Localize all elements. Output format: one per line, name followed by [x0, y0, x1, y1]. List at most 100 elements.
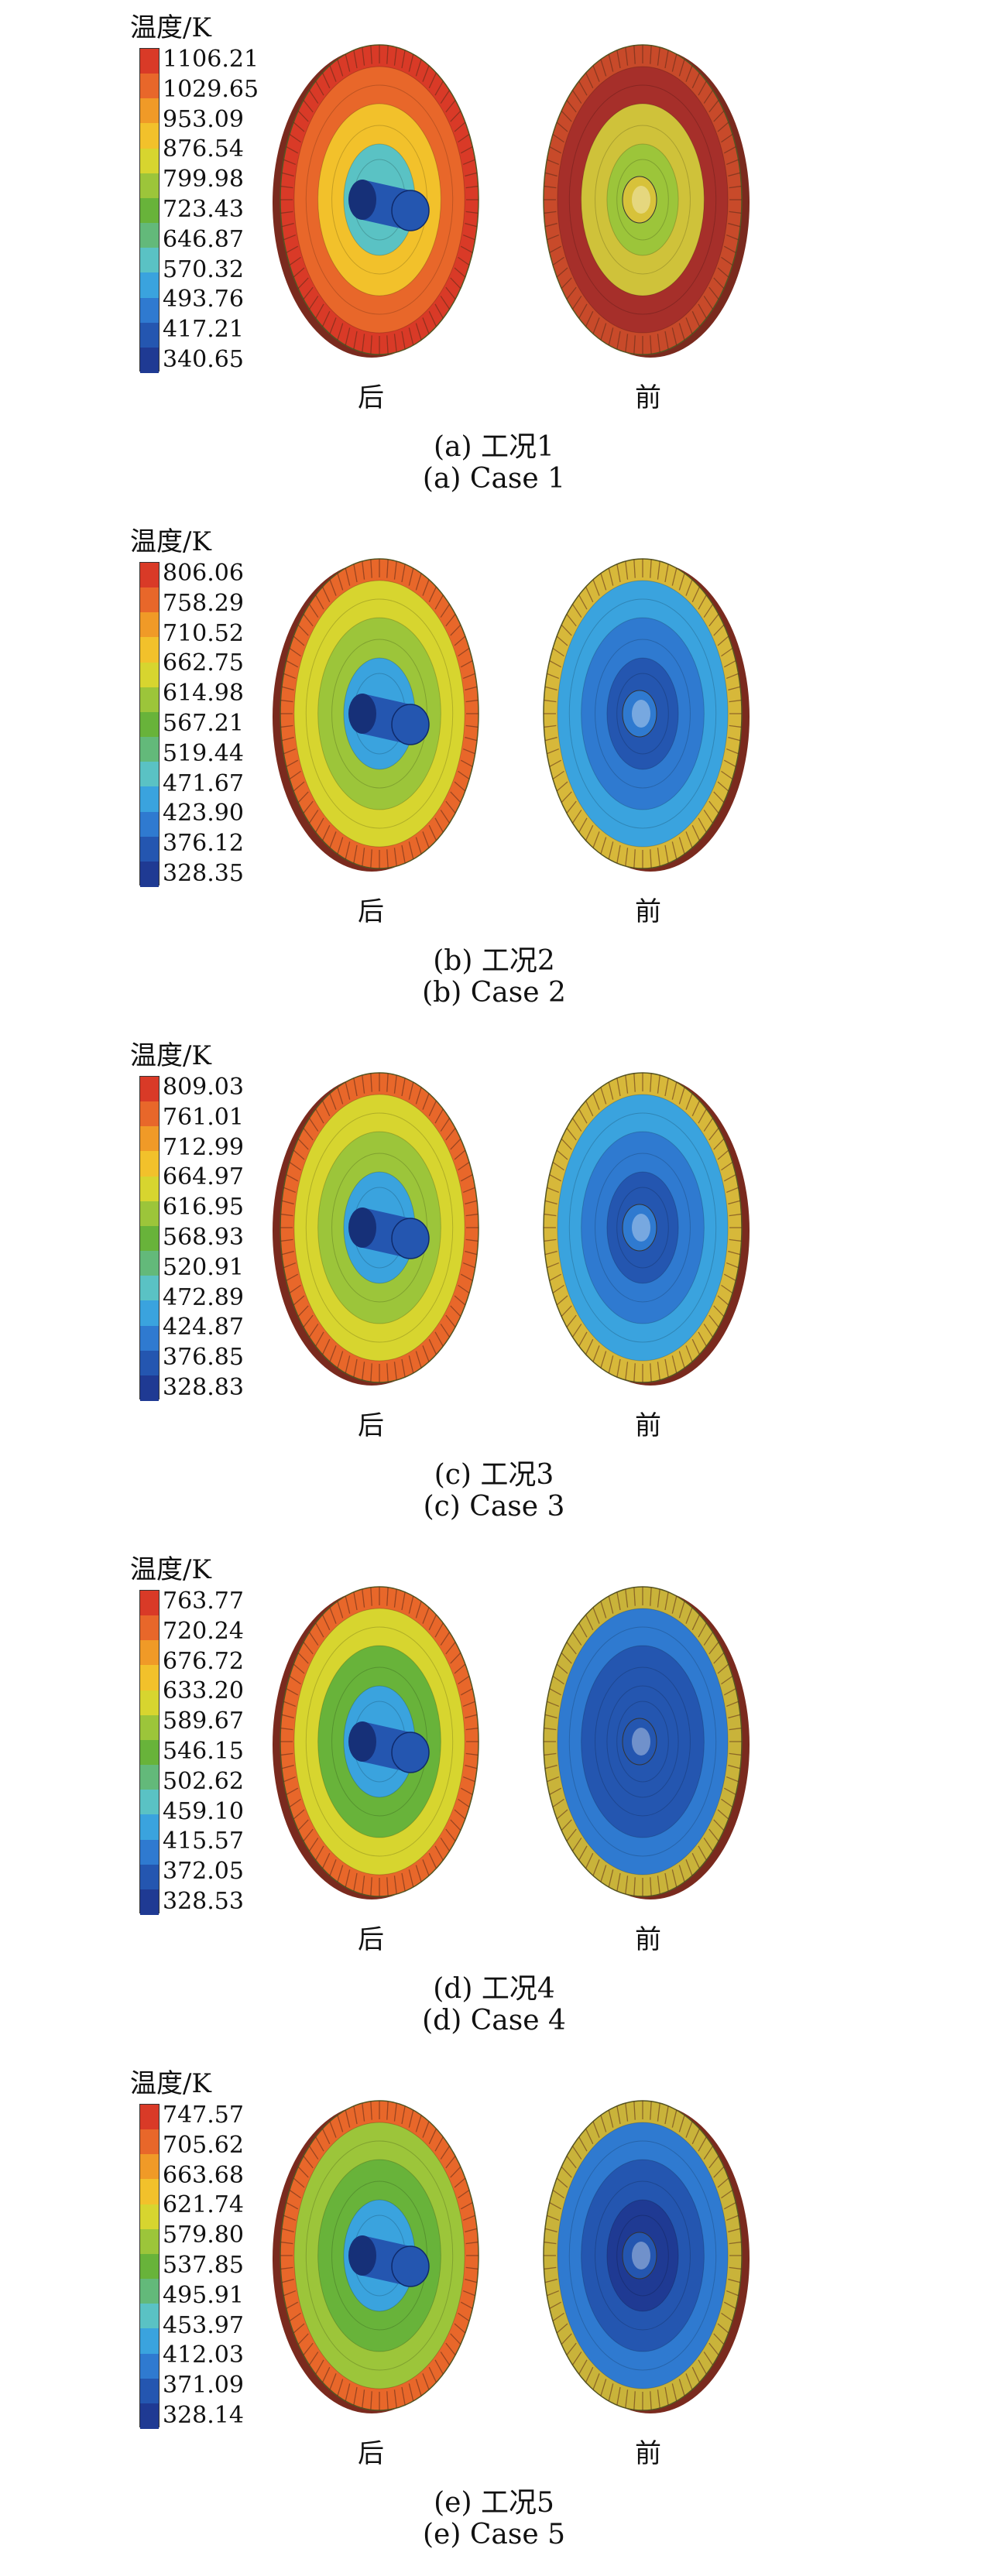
front-disc-blade	[698, 2136, 707, 2152]
rear-disc-blade	[386, 2101, 389, 2120]
front-disc-blade	[685, 2121, 693, 2138]
caption-zh: (e) 工况5	[434, 2487, 554, 2519]
front-disc-hub-highlight	[632, 2242, 650, 2269]
front-disc-blade	[585, 586, 594, 603]
rear-disc-blade	[297, 1819, 309, 1831]
rear-view-label: 后	[358, 896, 384, 927]
front-disc-blade	[608, 1869, 614, 1888]
rear-disc-blade	[283, 2290, 297, 2297]
colorbar-segment	[140, 1325, 159, 1351]
front-disc-blade	[657, 334, 660, 353]
front-disc-blade	[713, 2166, 725, 2178]
rear-disc-blade	[450, 2333, 461, 2345]
rear-disc-blade	[353, 2386, 358, 2406]
colorbar-segment	[140, 1690, 159, 1716]
rear-disc-blade	[415, 837, 422, 855]
front-disc-blade	[585, 2366, 594, 2383]
front-disc-blade	[691, 2366, 701, 2383]
front-disc-blade	[708, 100, 719, 113]
colorbar-segment	[140, 2279, 159, 2305]
front-disc-blade	[616, 1872, 621, 1892]
rear-disc-blade	[308, 810, 319, 824]
rear-disc-blade	[353, 564, 358, 583]
panel-5: 温度/K 747.57 705.62 663.68 621.74 579.80 537.85…	[0, 2062, 988, 2576]
rear-disc-blade	[415, 1087, 422, 1105]
front-disc-blade	[657, 2389, 660, 2409]
front-disc-blade	[650, 559, 652, 578]
front-disc-blade	[717, 2323, 729, 2334]
rear-disc-blade	[460, 2301, 473, 2309]
front-disc-blade	[625, 1875, 629, 1895]
front-disc-blade	[671, 53, 678, 72]
caption-en: (d) Case 4	[422, 2005, 566, 2036]
front-disc-blade	[578, 1108, 588, 1124]
rear-disc-blade	[428, 2366, 437, 2383]
rear-disc-blade	[465, 1764, 478, 1769]
caption-en: (a) Case 1	[422, 463, 566, 495]
rear-disc-blade	[458, 647, 470, 657]
colorbar-tick-label: 502.62	[163, 1767, 244, 1795]
rear-disc-blade	[465, 1213, 479, 1217]
rear-disc-blade	[281, 2228, 294, 2233]
front-disc-blade	[721, 1284, 733, 1294]
front-disc-blade	[708, 1828, 719, 1841]
rear-disc-blade	[293, 2177, 305, 2188]
front-disc-blade	[633, 1363, 636, 1382]
rear-disc-blade	[386, 1073, 389, 1092]
rear-disc-blade	[434, 2136, 444, 2152]
rear-view	[263, 1065, 496, 1398]
rear-disc-blade	[337, 323, 344, 341]
rear-disc-blade	[297, 791, 309, 803]
front-disc-blade	[561, 110, 572, 122]
front-disc-blade	[650, 45, 652, 64]
rear-disc-blade	[308, 1324, 319, 1338]
colorbar-segment	[140, 1640, 159, 1667]
front-disc-blade	[728, 222, 741, 228]
front-disc-hub	[622, 690, 657, 738]
front-disc-blade	[556, 2323, 568, 2334]
front-disc-blade	[616, 1077, 621, 1097]
rear-disc-blade	[428, 824, 437, 841]
front-disc-blade	[592, 1859, 600, 1876]
rear-disc-blade	[329, 1093, 337, 1110]
rear-disc-blade	[434, 594, 444, 610]
front-disc-blade	[728, 736, 741, 742]
rear-disc-blade	[321, 2366, 331, 2383]
front-disc-blade	[585, 1100, 594, 1117]
colorbar-tick-label: 806.06	[163, 560, 244, 587]
rear-disc-blade	[428, 1100, 437, 1117]
rear-disc-blade	[462, 1187, 475, 1194]
colorbar-segment	[140, 1276, 159, 1302]
front-disc-blade	[678, 573, 685, 591]
rear-disc-blade	[401, 331, 406, 350]
colorbar-segment	[140, 248, 159, 274]
front-disc-blade	[713, 624, 725, 636]
front-disc-blade	[585, 1338, 594, 1355]
front-disc-blade	[556, 781, 568, 792]
front-disc-figure	[543, 44, 750, 358]
rear-disc-blade	[321, 1852, 331, 1869]
front-disc-blade	[721, 1675, 733, 1685]
front-disc-blade	[678, 323, 685, 341]
rear-disc	[273, 558, 479, 872]
front-disc-figure	[543, 558, 750, 872]
rear-disc-blade	[393, 1074, 397, 1094]
rear-disc-blade	[337, 1351, 344, 1368]
rear-disc-blade	[353, 1591, 358, 1611]
front-disc-blade	[592, 579, 600, 596]
colorbar-segment	[140, 1201, 159, 1227]
rear-disc-blade	[283, 1776, 297, 1783]
colorbar-segment	[140, 347, 159, 373]
rear-disc-blade	[460, 759, 473, 767]
rear-disc-blade	[445, 286, 456, 300]
front-disc-blade	[625, 334, 629, 353]
rear-disc-blade	[362, 334, 365, 353]
front-disc-blade	[729, 2241, 742, 2245]
rear-disc-blade	[458, 1675, 470, 1685]
rear-disc-blade	[422, 65, 430, 82]
panel-3: 温度/K 809.03 761.01 712.99 664.97 616.95 568.93…	[0, 1034, 988, 1548]
front-disc-blade	[650, 1073, 652, 1092]
rear-disc-blade	[422, 2121, 430, 2138]
rear-disc	[273, 1072, 479, 1386]
front-disc-blade	[698, 2359, 707, 2375]
